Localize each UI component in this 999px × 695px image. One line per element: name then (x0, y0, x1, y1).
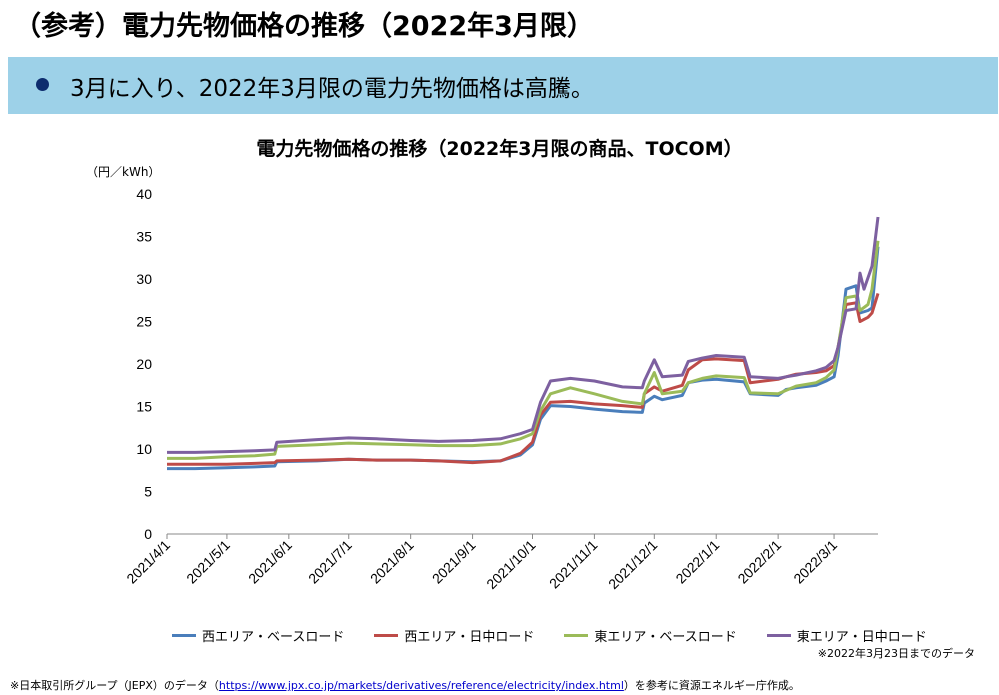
y-tick-label: 10 (136, 441, 152, 457)
legend-swatch (766, 634, 791, 637)
y-tick-label: 0 (144, 526, 152, 542)
series-layer (167, 216, 880, 471)
axis-layer: 0 5 10 15 20 25 30 35 40 2021/4/1 2021/5/1 2021/6/1… (123, 186, 878, 592)
chart-title: 電力先物価格の推移（2022年3月限の商品、TOCOM） (256, 138, 743, 160)
x-tick-label: 2021/6/1 (245, 537, 295, 587)
banner-text: 3月に入り、2022年3月限の電力先物価格は高騰。 (70, 76, 594, 102)
source-prefix: ※日本取引所グループ（JEPX）のデータ（ (10, 679, 219, 692)
x-tick-label: 2022/1/1 (672, 537, 722, 587)
y-tick-label: 5 (144, 484, 152, 500)
y-tick-label: 20 (136, 356, 152, 372)
series-line (167, 246, 880, 471)
source-note: ※日本取引所グループ（JEPX）のデータ（https://www.jpx.co.… (10, 677, 800, 693)
legend-item: 東エリア・ベースロード (564, 626, 737, 645)
x-tick-label: 2021/10/1 (483, 537, 539, 593)
x-tick-label: 2022/3/1 (790, 537, 840, 587)
legend-item: 西エリア・ベースロード (172, 626, 344, 645)
series-line (167, 216, 880, 454)
x-tick-label: 2022/2/1 (734, 537, 784, 587)
summary-banner: 3月に入り、2022年3月限の電力先物価格は高騰。 (8, 57, 998, 114)
legend-swatch (374, 634, 399, 637)
legend-item: 東エリア・日中ロード (766, 626, 927, 645)
page-title: （参考）電力先物価格の推移（2022年3月限） (14, 11, 594, 42)
y-tick-label: 35 (136, 229, 152, 245)
data-note: ※2022年3月23日までのデータ (817, 647, 975, 660)
y-tick-label: 30 (136, 271, 152, 287)
chart-legend: 西エリア・ベースロード 西エリア・日中ロード 東エリア・ベースロード 東エリア・日中ロ… (172, 626, 927, 645)
legend-label: 東エリア・日中ロード (796, 630, 927, 645)
legend-label: 東エリア・ベースロード (594, 630, 737, 645)
x-tick-label: 2021/12/1 (605, 537, 661, 593)
y-tick-label: 15 (136, 399, 152, 415)
legend-item: 西エリア・日中ロード (374, 626, 534, 645)
legend-label: 西エリア・日中ロード (404, 630, 535, 645)
y-axis-unit-label: （円／kWh） (86, 165, 161, 179)
x-tick-label: 2021/4/1 (123, 537, 173, 587)
legend-swatch (172, 634, 196, 637)
y-tick-label: 40 (136, 186, 152, 202)
x-tick-label: 2021/7/1 (305, 537, 355, 587)
legend-swatch (564, 634, 589, 637)
x-tick-label: 2021/9/1 (429, 537, 479, 587)
legend-label: 西エリア・ベースロード (202, 630, 345, 645)
bullet-icon (36, 78, 49, 91)
source-link[interactable]: https://www.jpx.co.jp/markets/derivative… (218, 679, 624, 692)
x-tick-label: 2021/8/1 (367, 537, 417, 587)
x-tick-label: 2021/5/1 (183, 537, 233, 587)
x-tick-label: 2021/11/1 (546, 537, 601, 592)
series-line (167, 240, 880, 460)
source-suffix: ）を参考に資源エネルギー庁作成。 (623, 679, 800, 692)
y-tick-label: 25 (136, 314, 152, 330)
